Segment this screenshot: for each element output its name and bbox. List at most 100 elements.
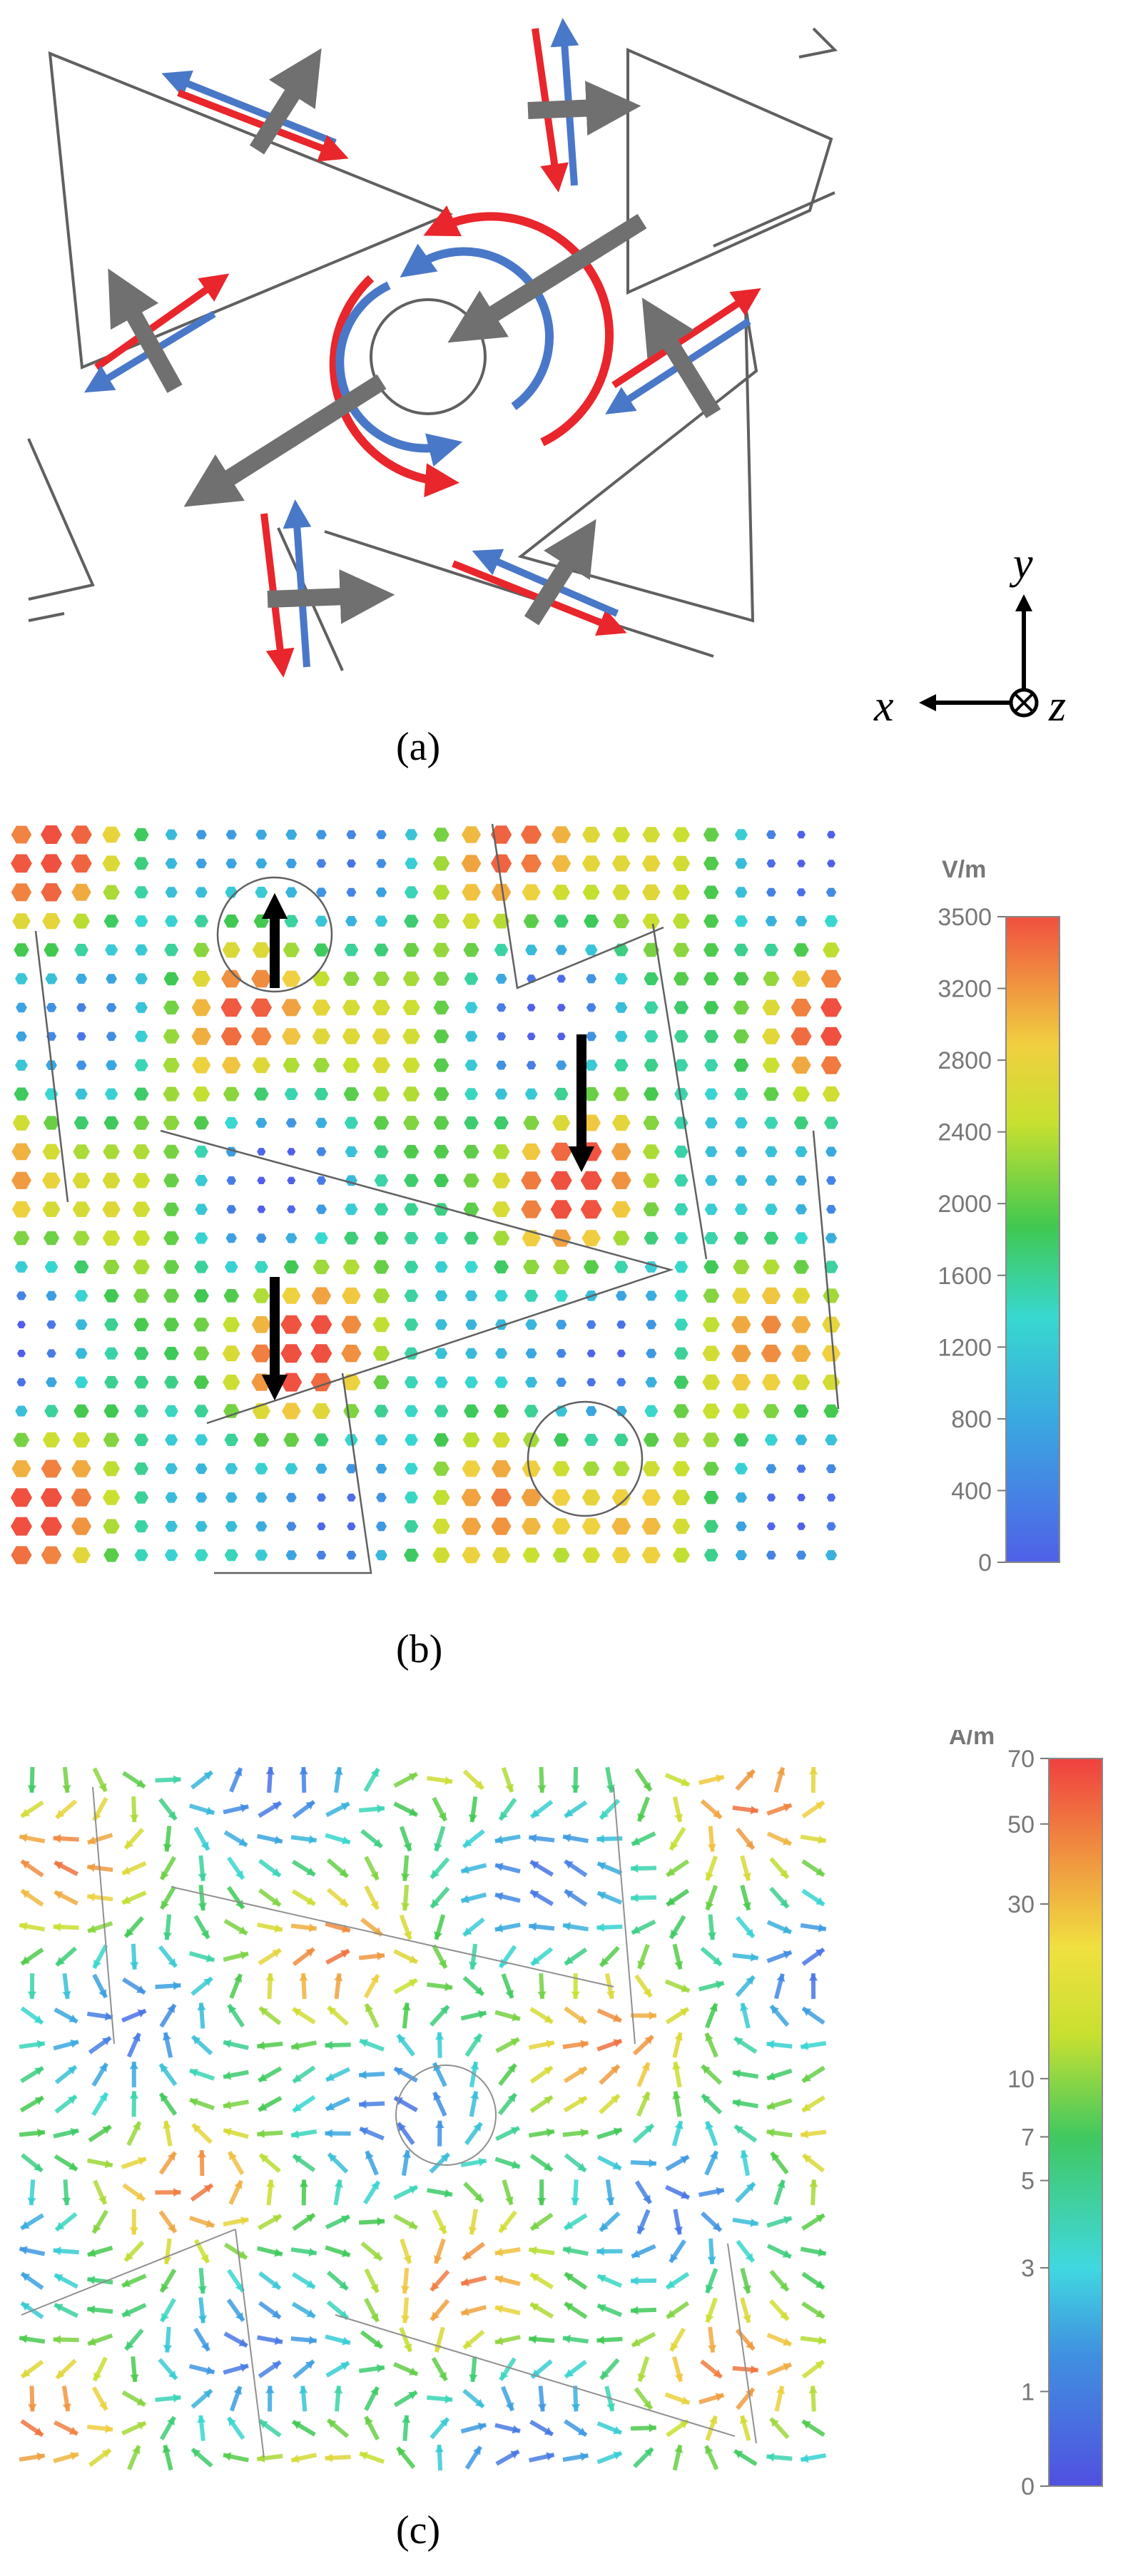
field-vector-marker [642,827,661,842]
field-vector-marker [432,942,450,957]
field-vector-marker [253,1087,269,1101]
field-vector-arrowhead [782,1837,791,1846]
field-vector-arrowhead [746,1770,754,1779]
field-vector-arrowhead [537,1991,547,2000]
field-vector-arrowhead [398,2123,407,2132]
field-vector-marker [611,1143,631,1161]
field-vector-arrowhead [495,2304,504,2313]
field-vector-marker [584,915,599,928]
field-vector-marker [645,1377,657,1388]
colorbar-tick-label: 5 [1021,2168,1035,2195]
field-vector-arrowhead [776,1767,786,1776]
field-vector-arrowhead [564,2303,574,2311]
field-vector-arrowhead [87,2305,96,2314]
field-vector-marker [42,1201,61,1217]
field-vector-arrowhead [238,2338,248,2346]
field-vector-arrowhead [564,1890,574,1899]
field-vector-marker [673,1432,690,1447]
field-vector-marker [11,1517,32,1536]
field-vector-arrowhead [325,2040,332,2050]
field-vector-marker [797,860,806,867]
colorbar-tick-label: 3500 [938,904,992,931]
field-vector-arrowhead [783,1803,792,1812]
field-vector-marker [521,1171,542,1190]
field-vector-arrowhead [409,2367,418,2376]
field-vector-marker [641,1517,661,1535]
field-vector-arrowhead [129,2227,138,2235]
field-vector-arrowhead [783,2216,792,2225]
field-vector-marker [194,915,209,927]
field-vector-arrowhead [190,2098,198,2107]
field-vector-arrowhead [642,2194,651,2204]
field-vector-marker [41,1460,62,1478]
field-vector-marker [765,916,778,927]
field-vector-marker [556,1060,567,1070]
field-vector-marker [163,1058,180,1073]
field-vector-marker [402,971,420,987]
field-vector-arrowhead [192,2036,201,2045]
field-vector-marker [435,1290,448,1301]
field-vector-arrowhead [93,2372,102,2381]
field-vector-arrowhead [461,2278,469,2286]
field-vector-arrowhead [670,2254,679,2262]
field-vector-arrowhead [464,2340,472,2348]
field-vector-arrowhead [783,2338,792,2346]
field-vector-marker [133,1116,150,1130]
field-vector-marker [521,1489,542,1507]
field-vector-marker [106,1032,117,1042]
field-vector-arrowhead [200,2342,209,2351]
field-vector-marker [251,1373,272,1391]
field-vector-marker [134,915,148,927]
field-vector-marker [462,913,480,929]
field-vector-arrowhead [161,2313,169,2322]
field-vector-marker [732,1403,750,1419]
field-vector-marker [827,830,835,839]
field-vector-arrowhead [168,1958,176,1967]
field-vector-marker [674,1203,689,1216]
field-vector-arrowhead [68,2162,77,2170]
field-vector-arrowhead [716,1980,724,1990]
colorbar-tick-label: 0 [978,1549,992,1577]
field-vector-arrowhead [641,2062,650,2072]
field-vector-marker [164,944,179,957]
field-vector-marker [791,1057,811,1074]
field-vector-marker [674,1232,689,1244]
field-vector-marker [702,1403,720,1419]
field-vector-arrowhead [130,2374,139,2383]
field-vector-arrowhead [510,2127,519,2135]
field-vector-arrowhead [198,1873,207,1881]
field-vector-arrowhead [235,1900,243,1908]
field-vector-arrowhead [478,2157,487,2167]
field-vector-arrowhead [716,1774,724,1783]
field-vector-marker [375,887,387,897]
field-vector-marker [762,1028,781,1044]
colorbar-tick-label: 800 [951,1406,992,1433]
field-vector-arrowhead [370,2387,379,2396]
field-vector-marker [825,1464,837,1473]
field-vector-marker [825,1233,838,1243]
field-vector-marker [765,1175,778,1186]
field-vector-arrowhead [167,2005,175,2014]
field-vector-marker [493,1404,509,1418]
field-vector-marker [41,854,62,873]
field-vector-marker [375,1522,387,1532]
field-vector-marker [135,944,148,956]
field-vector-marker [285,1118,297,1128]
field-vector-arrowhead [679,2008,689,2017]
field-vector-arrowhead [371,2182,379,2190]
field-vector-arrowhead [613,2127,622,2137]
field-vector-arrowhead [529,1833,537,1843]
field-vector-marker [163,1116,180,1130]
field-vector-arrowhead [815,2214,825,2223]
field-vector-arrowhead [578,2097,587,2105]
field-vector-arrowhead [474,1780,484,1789]
field-vector-arrowhead [173,2393,181,2403]
field-vector-arrowhead [546,2128,554,2137]
field-vector-marker [524,1088,538,1100]
field-vector-arrowhead [674,2226,683,2235]
field-vector-arrowhead [370,1975,379,1984]
field-vector-arrowhead [580,2128,589,2137]
field-vector-marker [491,1460,512,1477]
field-vector-arrowhead [803,2154,812,2164]
